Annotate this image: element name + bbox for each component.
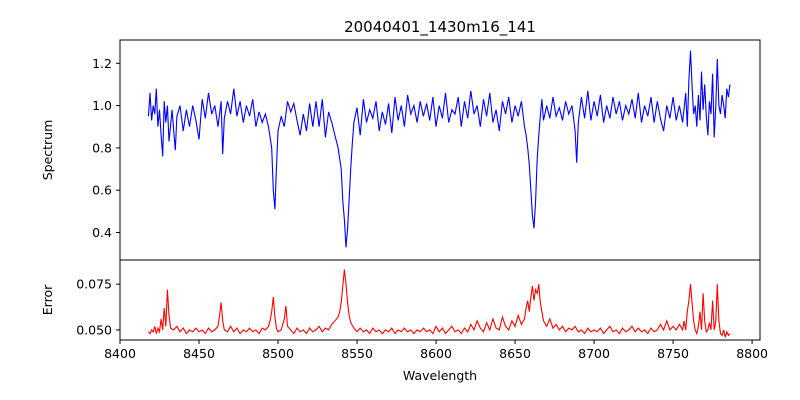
x-tick-label: 8800	[736, 346, 768, 361]
x-tick-label: 8600	[420, 346, 452, 361]
x-tick-label: 8450	[183, 346, 215, 361]
error-y-ticks: 0.050 0.075	[76, 277, 120, 337]
x-tick-label: 8700	[578, 346, 610, 361]
chart-title: 20040401_1430m16_141	[344, 18, 536, 37]
spectrum-panel: 0.4 0.6 0.8 1.0 1.2 Spectrum	[40, 39, 761, 261]
spectrum-y-tick-label: 0.8	[92, 140, 112, 155]
error-line	[147, 269, 731, 338]
x-tick-label: 8750	[657, 346, 689, 361]
x-axis-label: Wavelength	[403, 368, 477, 383]
error-plot-frame	[119, 259, 761, 341]
error-y-tick-label: 0.075	[76, 277, 112, 292]
error-y-axis-label: Error	[40, 284, 55, 315]
error-y-tick-label: 0.050	[76, 322, 112, 337]
spectrum-plot-frame	[119, 39, 761, 261]
wavelength-x-ticks: 8400 8450 8500 8550 8600 8650 8700 8750 8800	[104, 340, 768, 361]
spectrum-y-tick-label: 0.6	[92, 183, 112, 198]
spectrum-y-tick-label: 1.2	[92, 56, 112, 71]
x-tick-label: 8650	[499, 346, 531, 361]
x-tick-label: 8500	[262, 346, 294, 361]
spectrum-y-tick-label: 0.4	[92, 225, 112, 240]
x-tick-label: 8400	[104, 346, 136, 361]
spectrum-y-tick-label: 1.0	[92, 98, 112, 113]
spectrum-y-ticks: 0.4 0.6 0.8 1.0 1.2	[92, 56, 120, 240]
spectrum-line	[147, 50, 731, 248]
spectrum-y-axis-label: Spectrum	[40, 120, 55, 181]
x-tick-label: 8550	[341, 346, 373, 361]
